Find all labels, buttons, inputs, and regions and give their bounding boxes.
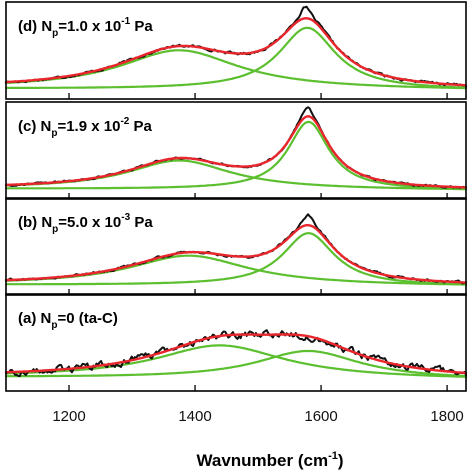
x-axis: 1200 1400 1600 1800 (52, 408, 463, 425)
x-tick-label-1600: 1600 (304, 408, 337, 425)
panel-b-frame (5, 197, 467, 296)
panel-d-fit-line (4, 17, 468, 87)
panel-c-label: (c) Np=1.9 x 10-2 Pa (18, 116, 153, 139)
panel-d-frame (5, 1, 467, 100)
x-tick-label-1800: 1800 (430, 408, 463, 425)
panel-a-peak-d-line (4, 344, 468, 378)
panel-c-peak-g-line (4, 120, 468, 190)
panel-d-peak-d-line (4, 49, 468, 90)
panel-b-peak-g-line (4, 232, 468, 286)
panel-b-label: (b) Np=5.0 x 10-3 Pa (18, 212, 153, 235)
panel-a: (a) Np=0 (ta-C) (4, 293, 468, 392)
panel-c: (c) Np=1.9 x 10-2 Pa (4, 101, 468, 200)
panel-c-frame (5, 101, 467, 200)
panel-a-frame (5, 293, 467, 392)
x-tick-label-1400: 1400 (178, 408, 211, 425)
panels-layer: (d) Np=1.0 x 10-1 Pa (c) Np=1.9 x 10-2 Pa… (4, 1, 468, 392)
panel-b-fit-line (4, 224, 468, 284)
panel-a-label: (a) Np=0 (ta-C) (18, 310, 118, 331)
panel-b: (b) Np=5.0 x 10-3 Pa (4, 197, 468, 296)
panel-d-label: (d) Np=1.0 x 10-1 Pa (18, 16, 153, 39)
panel-a-peak-g-line (4, 349, 468, 378)
panel-d: (d) Np=1.0 x 10-1 Pa (4, 1, 468, 100)
panel-a-fit-line (4, 333, 468, 375)
x-axis-title: Wavnumber (cm-1) (196, 450, 343, 470)
panel-d-peak-g-line (4, 26, 468, 89)
x-tick-label-1200: 1200 (52, 408, 85, 425)
panel-c-fit-line (4, 115, 468, 189)
